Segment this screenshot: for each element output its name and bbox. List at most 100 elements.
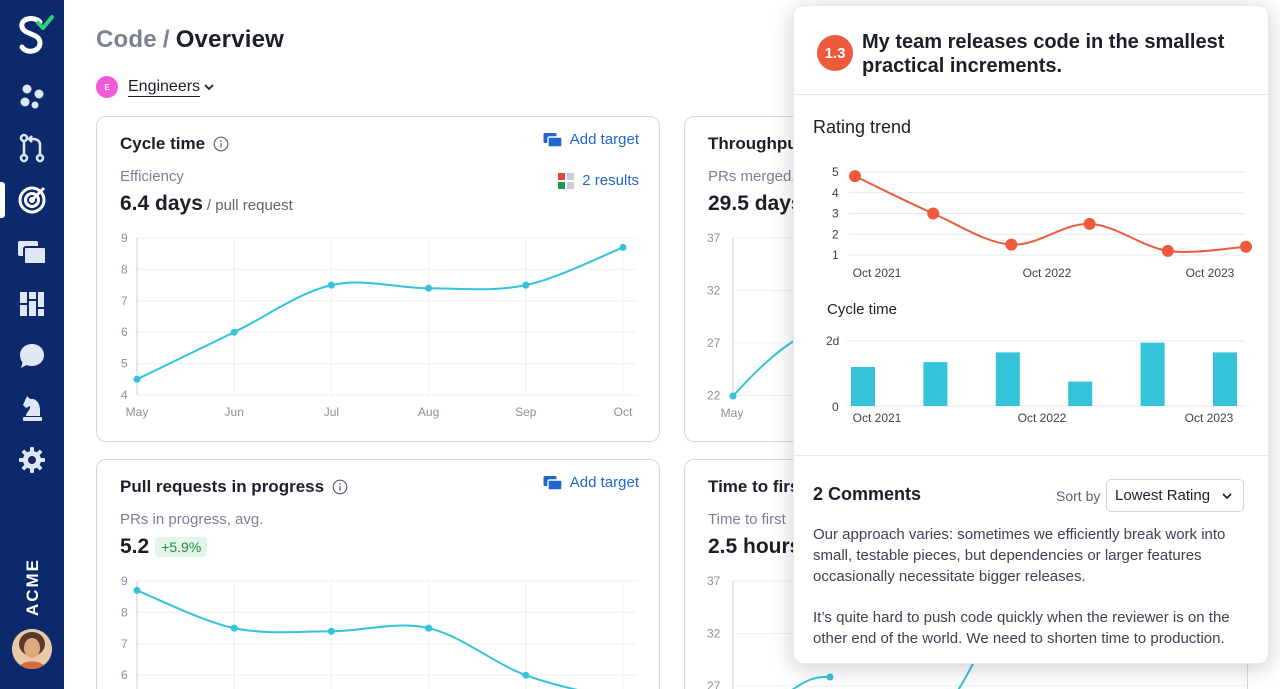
trend-point: [927, 207, 940, 220]
y-tick-label: 0: [832, 400, 839, 414]
data-point: [425, 624, 433, 632]
metric-value-text: 5.2: [120, 535, 150, 558]
cycle-time-subtitle: Cycle time: [827, 301, 898, 318]
chat-icon[interactable]: [17, 341, 47, 371]
data-point: [230, 624, 238, 632]
team-selector[interactable]: E Engineers: [96, 76, 215, 98]
data-point: [619, 243, 627, 251]
y-tick-label: 8: [121, 605, 128, 619]
breadcrumb-parent[interactable]: Code: [96, 26, 157, 53]
pull-requests-card: Pull requests in progress Add target PRs…: [96, 459, 660, 689]
series-line: [732, 336, 801, 397]
dashboard-icon[interactable]: [17, 289, 47, 319]
y-tick-label: 32: [707, 284, 721, 298]
metric-value: 2.5 hours: [708, 535, 802, 558]
series-line: [791, 675, 831, 689]
x-tick-label: May: [126, 405, 149, 419]
breadcrumb-separator: /: [162, 26, 170, 53]
pull-request-icon[interactable]: [17, 133, 47, 163]
info-icon[interactable]: [213, 136, 229, 152]
y-tick-label: 1: [832, 248, 839, 262]
brand-name: ACME: [23, 557, 42, 617]
info-icon[interactable]: [332, 479, 348, 495]
pull-requests-chart: 9 8 7 6: [121, 574, 637, 689]
y-tick-label: 5: [121, 357, 128, 371]
series-line: [136, 246, 624, 381]
x-tick-label: Oct 2023: [1186, 266, 1235, 280]
cycle-time-chart: 9 8 7 6 5 4 May Jun Jul Aug Sep Oct: [121, 231, 637, 419]
grid-results-icon: [558, 172, 575, 189]
rating-trend-chart: 5 4 3 2 1 Oct 2021 Oct 2022 Oct 2023: [832, 165, 1252, 280]
metric-label: Time to first: [708, 511, 786, 528]
card-title: Cycle time: [120, 134, 229, 154]
y-tick-label: 9: [121, 231, 128, 245]
results-button[interactable]: 2 results: [558, 172, 639, 189]
y-tick-label: 7: [121, 294, 128, 308]
y-tick-label: 6: [121, 325, 128, 339]
sort-select-value: Lowest Rating: [1115, 487, 1211, 504]
cards-icon[interactable]: [17, 237, 47, 267]
x-tick-label: Jun: [225, 405, 244, 419]
sort-select[interactable]: Lowest Rating: [1106, 479, 1244, 512]
gear-icon[interactable]: [17, 445, 47, 475]
chevron-down-icon: [1222, 493, 1232, 500]
rating-trend-title: Rating trend: [813, 117, 912, 137]
active-indicator: [0, 182, 5, 218]
x-tick-label: Oct 2022: [1023, 266, 1072, 280]
x-tick-label: Oct 2022: [1018, 411, 1067, 425]
data-point: [522, 281, 530, 289]
target-cards-icon: [543, 132, 563, 148]
y-tick-label: 27: [707, 336, 721, 350]
metric-value: 5.2 +5.9%: [120, 535, 208, 559]
bar: [995, 352, 1020, 406]
trend-point: [1005, 238, 1018, 251]
data-point: [230, 328, 238, 336]
y-tick-label: 32: [707, 627, 721, 641]
x-tick-label: Oct 2021: [853, 411, 902, 425]
y-tick-label: 2: [832, 227, 839, 241]
add-target-label: Add target: [569, 131, 639, 148]
metric-label: Efficiency: [120, 168, 184, 185]
x-tick-label: Oct 2023: [1185, 411, 1234, 425]
divider: [794, 94, 1268, 95]
metric-value-text: 6.4 days: [120, 192, 203, 215]
results-label: 2 results: [582, 172, 639, 189]
metric-label: PRs in progress, avg.: [120, 511, 264, 528]
metric-value: 6.4 days / pull request: [120, 192, 293, 216]
cycle-time-bar-chart: 2d 0 Oct 2021 Oct 2022 Oct 2023: [826, 334, 1245, 425]
data-point: [327, 627, 335, 635]
y-tick-label: 37: [707, 231, 721, 245]
cycle-time-card: Cycle time Add target 2 results Efficien…: [96, 116, 660, 442]
comment-text: It’s quite hard to push code quickly whe…: [813, 609, 1230, 647]
delta-badge: +5.9%: [155, 537, 208, 558]
x-tick-label: Aug: [418, 405, 439, 419]
chess-knight-icon[interactable]: [17, 393, 47, 423]
avatar[interactable]: [12, 629, 52, 669]
target-icon[interactable]: [17, 185, 47, 215]
target-cards-icon: [543, 475, 563, 491]
dots-icon[interactable]: [17, 81, 47, 111]
y-tick-label: 9: [121, 574, 128, 588]
data-point: [729, 392, 737, 400]
add-target-button[interactable]: Add target: [543, 131, 639, 148]
logo-icon[interactable]: [14, 14, 54, 58]
sort-label: Sort by: [1056, 488, 1101, 504]
divider: [794, 455, 1268, 456]
bar: [851, 367, 875, 406]
trend-point: [849, 170, 861, 183]
add-target-button[interactable]: Add target: [543, 474, 639, 491]
x-tick-label: Sep: [515, 405, 537, 419]
card-title: Time to first: [708, 477, 805, 497]
comment-text: Our approach varies: sometimes we effici…: [813, 526, 1226, 585]
y-tick-label: 8: [121, 262, 128, 276]
trend-point: [1161, 244, 1174, 257]
card-title-text: Pull requests in progress: [120, 477, 325, 496]
metric-value: 29.5 days: [708, 192, 803, 215]
y-tick-label: 4: [832, 186, 839, 200]
data-point: [522, 671, 530, 679]
y-tick-label: 3: [832, 207, 839, 221]
y-tick-label: 37: [707, 574, 721, 588]
y-tick-label: 27: [707, 679, 721, 689]
card-title: Throughput: [708, 134, 803, 154]
card-title: Pull requests in progress: [120, 477, 348, 497]
